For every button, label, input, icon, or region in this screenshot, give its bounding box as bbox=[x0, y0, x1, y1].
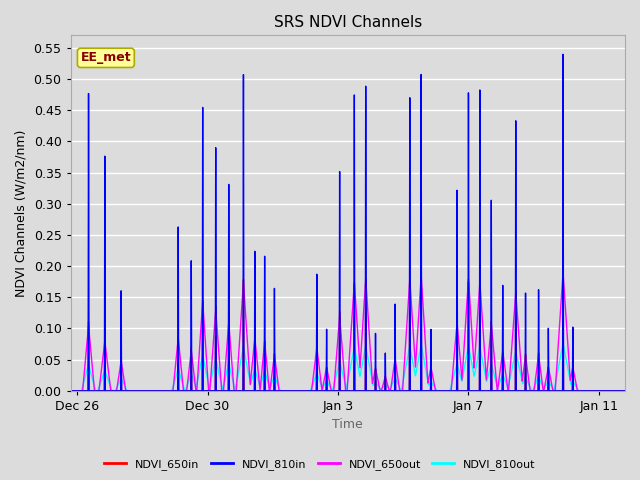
X-axis label: Time: Time bbox=[332, 419, 363, 432]
Text: EE_met: EE_met bbox=[81, 51, 131, 64]
Legend: NDVI_650in, NDVI_810in, NDVI_650out, NDVI_810out: NDVI_650in, NDVI_810in, NDVI_650out, NDV… bbox=[100, 455, 540, 474]
Y-axis label: NDVI Channels (W/m2/nm): NDVI Channels (W/m2/nm) bbox=[15, 130, 28, 297]
Title: SRS NDVI Channels: SRS NDVI Channels bbox=[274, 15, 422, 30]
